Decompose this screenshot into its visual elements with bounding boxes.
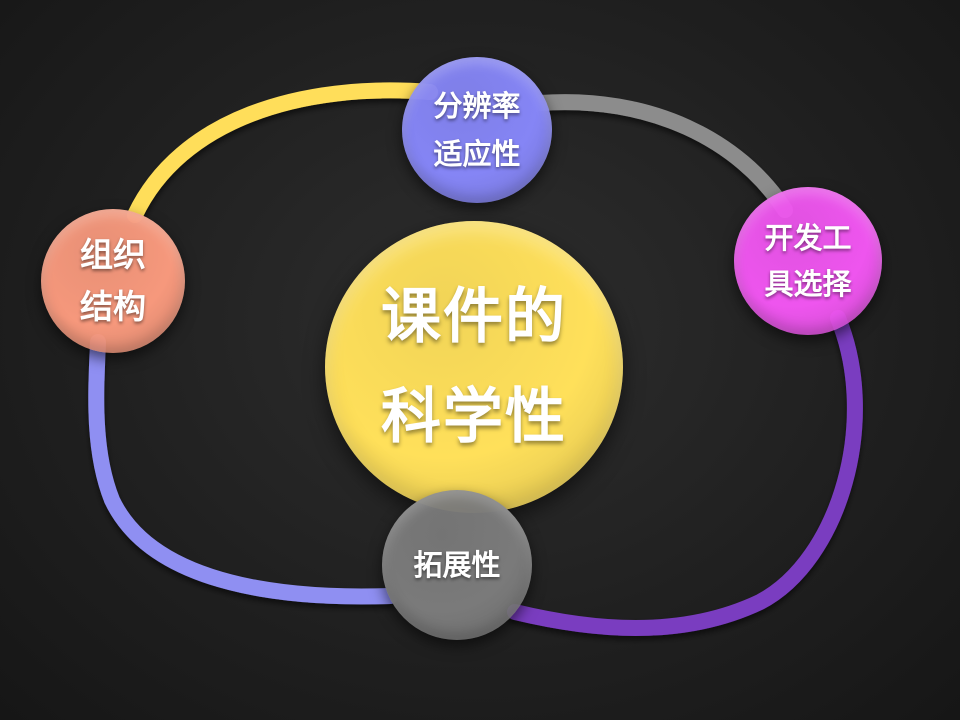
center-label-line: 课件的: [381, 282, 567, 352]
node-dev-tool-selection: 开发工 具选择: [734, 187, 882, 335]
node-label-line: 拓展性: [413, 548, 501, 582]
node-label-line: 分辨率: [433, 89, 521, 123]
arc-lower-left: [88, 334, 398, 605]
center-node-courseware-scientific: 课件的 科学性: [325, 221, 623, 513]
node-label-line: 开发工: [764, 221, 852, 255]
node-organization-structure: 组织 结构: [41, 209, 185, 353]
node-resolution-adaptability: 分辨率 适应性: [402, 57, 552, 203]
node-label-line: 具选择: [764, 267, 852, 301]
arc-upper-right: [532, 94, 793, 218]
arc-lower-right: [507, 310, 863, 636]
arc-upper-left: [127, 82, 438, 223]
center-label-line: 科学性: [381, 382, 567, 452]
node-label-line: 结构: [80, 287, 146, 326]
node-label-line: 组织: [80, 235, 146, 274]
node-label-line: 适应性: [433, 137, 521, 171]
node-extensibility: 拓展性: [382, 490, 532, 640]
